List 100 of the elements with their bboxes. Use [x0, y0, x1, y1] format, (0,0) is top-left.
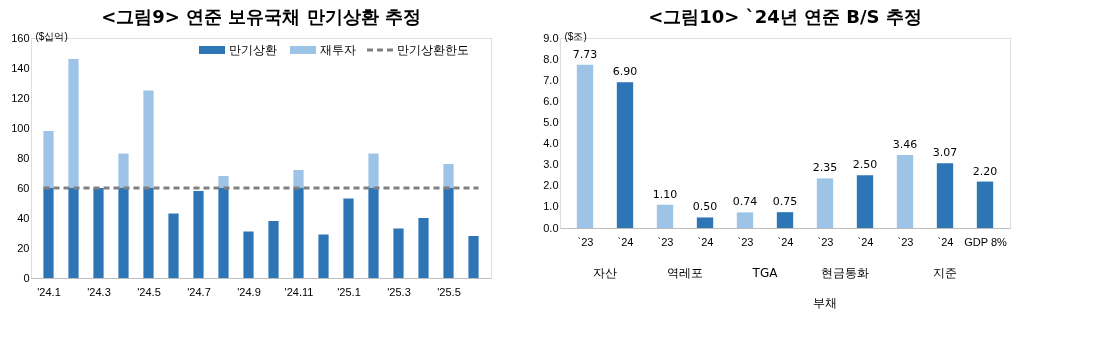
bar [143, 90, 154, 188]
bar [368, 188, 379, 278]
bar [976, 181, 994, 228]
bar [656, 204, 674, 228]
x-tick-label: '24.7 [187, 285, 211, 298]
bar [443, 188, 454, 278]
y-tick-label: 1.0 [543, 200, 559, 213]
x-tick-label: '24.9 [237, 285, 261, 298]
data-label: 3.07 [932, 146, 958, 160]
bar [576, 64, 594, 228]
x-tick-label: '25.3 [387, 285, 411, 298]
y-tick-label: 120 [11, 91, 30, 104]
text: 현금통화 [821, 266, 869, 280]
bar [93, 188, 104, 278]
data-label: 3.46 [892, 137, 918, 151]
y-tick-label: 8.0 [543, 52, 559, 65]
y-tick-label: 4.0 [543, 137, 559, 150]
bar [193, 191, 204, 278]
y-tick-label: 160 [11, 31, 30, 44]
y-tick-label: 9.0 [543, 31, 559, 44]
x-tick-label: '25.5 [437, 285, 461, 298]
bar [443, 164, 454, 188]
y-tick-label: 2.0 [543, 179, 559, 192]
bar [143, 188, 154, 278]
x-tick-label: `24 [617, 235, 634, 248]
chart-title: <그림10> `24년 연준 B/S 추정 [648, 6, 922, 27]
bar [218, 188, 229, 278]
y-tick-label: 140 [11, 61, 30, 74]
x-tick-label: `24 [937, 235, 954, 248]
bar [43, 188, 54, 278]
x-tick-label: `24 [697, 235, 714, 248]
data-label: 0.50 [692, 200, 718, 214]
bar [118, 188, 129, 278]
x-tick-label: GDP 8% [964, 235, 1008, 248]
data-label: 0.75 [772, 195, 798, 209]
y-tick-label: 20 [17, 241, 30, 254]
x-tick-label: '24.1 [37, 285, 61, 298]
bar [343, 198, 354, 278]
y-tick-label: 100 [11, 121, 30, 134]
bar [468, 236, 479, 278]
x-tick-label: `24 [857, 235, 874, 248]
bar [318, 234, 329, 278]
data-label: 2.20 [972, 164, 998, 178]
data-label: 1.10 [652, 187, 678, 201]
y-tick-label: 5.0 [543, 115, 559, 128]
bar [118, 153, 129, 188]
y-tick-label: 80 [17, 151, 30, 164]
x-tick-label: `23 [657, 235, 674, 248]
y-tick-label: 0.0 [543, 221, 559, 234]
y-tick-label: 3.0 [543, 158, 559, 171]
bar [616, 82, 634, 228]
x-tick-label: '25.1 [337, 285, 361, 298]
x-tick-label: `23 [737, 235, 754, 248]
y-axis-title: ($십억) [35, 30, 68, 42]
y-tick-label: 40 [17, 211, 30, 224]
x-tick-label: `23 [577, 235, 594, 248]
bar [776, 212, 794, 228]
bar [68, 188, 79, 278]
text: 지준 [933, 266, 957, 280]
bar [816, 178, 834, 228]
data-label: 2.35 [812, 161, 838, 175]
data-label: 2.50 [852, 158, 878, 172]
y-tick-label: 6.0 [543, 94, 559, 107]
data-label: 7.73 [572, 47, 598, 61]
text: 부채 [813, 296, 837, 310]
bar [418, 218, 429, 278]
text: TGA [751, 266, 779, 280]
legend-label: 만기상환한도 [397, 43, 469, 57]
x-tick-label: `23 [897, 235, 914, 248]
x-tick-label: '24.11 [284, 285, 314, 298]
bar [218, 176, 229, 188]
x-tick-label: `24 [777, 235, 794, 248]
bar [856, 175, 874, 228]
y-axis-title: ($조) [564, 30, 587, 42]
bar [293, 188, 304, 278]
x-tick-label: '24.3 [87, 285, 111, 298]
bar [936, 163, 954, 228]
y-tick-label: 60 [17, 181, 30, 194]
bar [243, 231, 254, 278]
legend-label: 만기상환 [229, 43, 277, 57]
chart-title: <그림9> 연준 보유국채 만기상환 추정 [101, 6, 421, 27]
bar [393, 228, 404, 278]
bar [168, 213, 179, 278]
bar [43, 131, 54, 188]
bar [736, 212, 754, 228]
y-tick-label: 0 [23, 271, 30, 284]
bar [268, 221, 279, 278]
bar [696, 217, 714, 228]
legend-label: 재투자 [320, 43, 356, 57]
bar [368, 153, 379, 188]
text: 자산 [593, 266, 617, 280]
bar [293, 170, 304, 188]
bar [68, 59, 79, 188]
bar [896, 154, 914, 228]
data-label: 6.90 [612, 65, 638, 79]
data-label: 0.74 [732, 195, 758, 209]
x-tick-label: '24.5 [137, 285, 161, 298]
text: 역레포 [667, 266, 703, 280]
y-tick-label: 7.0 [543, 73, 559, 86]
x-tick-label: `23 [817, 235, 834, 248]
